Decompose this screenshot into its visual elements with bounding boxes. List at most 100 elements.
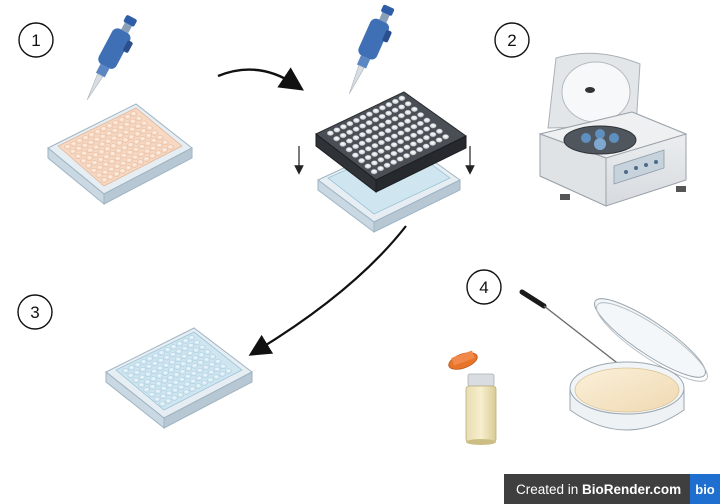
watermark-text: Created in BioRender.com xyxy=(504,482,681,497)
well xyxy=(64,144,72,150)
well xyxy=(352,126,360,132)
well xyxy=(133,131,141,137)
well xyxy=(214,359,222,365)
well xyxy=(140,359,148,365)
well xyxy=(416,138,424,144)
well xyxy=(149,376,157,382)
well xyxy=(183,381,191,388)
well xyxy=(358,140,366,146)
well xyxy=(149,384,157,390)
well xyxy=(364,146,372,152)
step-number: 2 xyxy=(507,31,516,50)
well xyxy=(196,368,204,374)
well xyxy=(139,136,147,142)
well xyxy=(410,132,417,138)
well xyxy=(358,158,365,164)
well xyxy=(203,357,211,363)
well xyxy=(186,350,194,357)
well xyxy=(122,368,130,374)
well xyxy=(105,131,113,137)
well xyxy=(156,365,164,372)
well xyxy=(146,356,154,362)
well xyxy=(345,138,353,144)
well xyxy=(132,377,140,384)
biorender-watermark[interactable]: Created in BioRender.com bio xyxy=(504,474,720,504)
well xyxy=(153,396,161,403)
well xyxy=(107,166,115,173)
well xyxy=(161,139,169,146)
well xyxy=(182,389,190,395)
well xyxy=(80,158,87,164)
well xyxy=(385,102,393,108)
well xyxy=(404,109,412,116)
well xyxy=(165,390,173,397)
well xyxy=(99,134,107,140)
well xyxy=(133,139,141,145)
well xyxy=(201,372,209,379)
well xyxy=(384,119,392,125)
well xyxy=(397,121,405,127)
well xyxy=(113,171,120,177)
pipette-icon xyxy=(349,4,395,95)
well xyxy=(409,141,417,147)
well xyxy=(429,123,437,129)
well xyxy=(213,366,221,373)
well xyxy=(173,372,181,378)
well xyxy=(364,163,372,169)
well xyxy=(390,150,398,157)
well xyxy=(144,141,152,147)
well xyxy=(429,140,436,146)
well xyxy=(122,129,130,136)
well xyxy=(396,147,404,153)
step-number: 4 xyxy=(479,278,488,297)
well xyxy=(208,362,216,368)
well xyxy=(378,113,386,120)
well xyxy=(179,361,187,367)
well xyxy=(358,149,366,155)
step-number: 1 xyxy=(31,31,40,50)
well xyxy=(195,375,203,382)
well xyxy=(371,151,378,157)
well xyxy=(138,144,146,150)
well xyxy=(384,128,392,134)
well xyxy=(134,123,142,130)
well xyxy=(113,163,121,170)
well xyxy=(137,382,145,388)
well xyxy=(111,128,119,134)
well xyxy=(139,128,147,134)
well xyxy=(124,114,132,120)
well xyxy=(138,374,146,381)
well xyxy=(206,377,214,383)
centrifuge-icon xyxy=(538,52,688,207)
well xyxy=(81,143,89,149)
well xyxy=(159,393,167,400)
well xyxy=(150,368,158,375)
well xyxy=(383,162,391,168)
well xyxy=(119,160,127,167)
well xyxy=(145,133,153,139)
well xyxy=(198,344,206,351)
well xyxy=(410,115,418,121)
well xyxy=(101,169,109,176)
well xyxy=(86,155,93,161)
well xyxy=(128,126,136,132)
well xyxy=(82,135,90,141)
well xyxy=(160,147,168,153)
well xyxy=(140,120,148,127)
well xyxy=(383,154,391,160)
well xyxy=(365,137,372,143)
well xyxy=(135,115,143,122)
well xyxy=(435,137,443,143)
well xyxy=(197,352,205,358)
well xyxy=(176,341,184,347)
well xyxy=(101,177,108,183)
well xyxy=(189,378,197,385)
well xyxy=(76,138,84,144)
well xyxy=(149,145,157,152)
well xyxy=(122,137,129,143)
well xyxy=(102,162,110,168)
well xyxy=(422,143,430,149)
well xyxy=(203,349,211,355)
well xyxy=(94,129,102,135)
well-plate-icon xyxy=(47,103,193,206)
